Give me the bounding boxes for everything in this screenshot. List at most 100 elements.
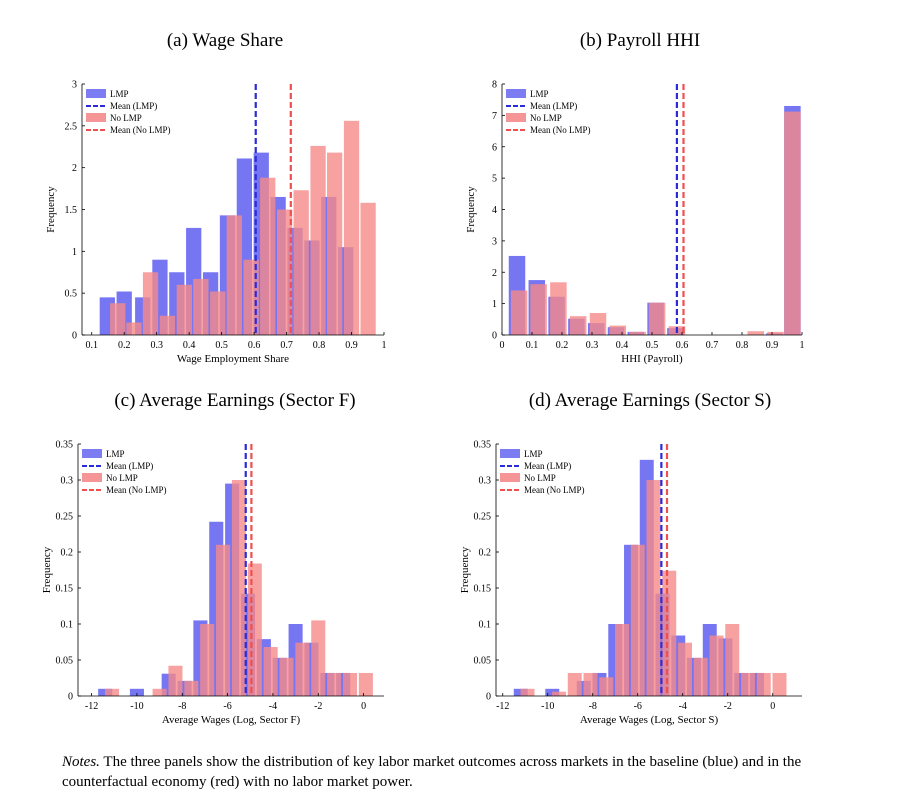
y-tick-label: 2.5 — [65, 121, 78, 132]
x-tick-label: 0 — [361, 701, 366, 712]
legend-swatch — [500, 473, 520, 482]
x-axis-label: Average Wages (Log, Sector F) — [162, 714, 301, 726]
bar-no-lmp — [550, 282, 567, 335]
bar-no-lmp — [260, 177, 276, 335]
x-tick-label: -12 — [85, 701, 98, 712]
y-tick-label: 0.15 — [56, 584, 74, 595]
bar-no-lmp — [360, 202, 376, 335]
y-tick-label: 0 — [492, 331, 497, 342]
x-tick-label: -10 — [130, 701, 143, 712]
bar-no-lmp — [310, 145, 326, 335]
y-tick-label: 0.2 — [479, 548, 492, 559]
legend-label: Mean (No LMP) — [110, 125, 171, 135]
y-tick-label: 1 — [492, 299, 497, 310]
bar-no-lmp — [646, 480, 661, 696]
x-tick-label: 0.3 — [586, 340, 599, 351]
x-tick-label: 0.5 — [646, 340, 659, 351]
x-tick-label: 0.4 — [183, 340, 196, 351]
legend-label: No LMP — [106, 473, 138, 483]
legend-label: LMP — [110, 89, 129, 99]
bar-no-lmp — [772, 672, 787, 696]
bar-no-lmp — [583, 672, 598, 696]
x-tick-label: 0.2 — [556, 340, 569, 351]
bar-no-lmp — [599, 677, 614, 696]
y-tick-label: 4 — [492, 205, 497, 216]
y-tick-label: 7 — [492, 111, 497, 122]
y-tick-label: 0.1 — [479, 620, 492, 631]
bar-lmp — [129, 688, 144, 696]
x-tick-label: 0.3 — [150, 340, 163, 351]
legend-label: Mean (LMP) — [530, 101, 577, 111]
y-tick-label: 3 — [492, 236, 497, 247]
y-tick-label: 0.3 — [61, 476, 74, 487]
x-tick-label: 0.7 — [706, 340, 719, 351]
legend-swatch — [86, 113, 106, 122]
x-tick-label: -4 — [269, 701, 277, 712]
y-axis-label: Frequency — [41, 546, 53, 593]
x-tick-label: 0.4 — [616, 340, 629, 351]
bar-no-lmp — [629, 331, 646, 335]
bar-no-lmp — [709, 635, 724, 696]
bar-no-lmp — [104, 688, 120, 696]
x-tick-label: 0.8 — [736, 340, 749, 351]
y-tick-label: 0 — [68, 692, 73, 703]
bar-no-lmp — [231, 480, 246, 696]
bar-no-lmp — [630, 544, 645, 696]
legend-swatch — [82, 473, 102, 482]
legend-label: No LMP — [530, 113, 562, 123]
x-tick-label: 1 — [382, 340, 387, 351]
y-tick-label: 0.15 — [474, 584, 492, 595]
bar-no-lmp — [293, 190, 309, 335]
bar-no-lmp — [263, 647, 278, 696]
legend-swatch — [82, 449, 102, 458]
bar-no-lmp — [152, 688, 167, 696]
bar-no-lmp — [184, 680, 199, 696]
legend-swatch — [506, 113, 526, 122]
bar-no-lmp — [589, 313, 607, 335]
legend-label: Mean (LMP) — [110, 101, 157, 111]
x-tick-label: 0.5 — [215, 340, 228, 351]
x-tick-label: -10 — [541, 701, 554, 712]
y-tick-label: 8 — [492, 80, 497, 91]
x-tick-label: 1 — [800, 340, 805, 351]
bar-no-lmp — [741, 672, 755, 696]
bar-no-lmp — [615, 624, 629, 696]
x-axis-label: Average Wages (Log, Sector S) — [580, 714, 719, 726]
y-axis-label: Frequency — [45, 186, 57, 233]
y-tick-label: 0 — [486, 692, 491, 703]
y-tick-label: 1 — [72, 247, 77, 258]
x-tick-label: 0.2 — [118, 340, 131, 351]
y-tick-label: 0.2 — [61, 548, 74, 559]
y-tick-label: 0.3 — [479, 476, 492, 487]
y-tick-label: 0.35 — [474, 440, 492, 451]
bar-no-lmp — [342, 672, 358, 696]
y-tick-label: 0.5 — [65, 289, 78, 300]
x-tick-label: 0.6 — [676, 340, 689, 351]
y-tick-label: 0.25 — [56, 512, 74, 523]
y-tick-label: 0.05 — [56, 656, 74, 667]
x-tick-label: -8 — [178, 701, 186, 712]
bar-no-lmp — [327, 152, 343, 335]
y-tick-label: 0.05 — [474, 656, 492, 667]
panel-b-title: (b) Payroll HHI — [579, 30, 701, 51]
bar-no-lmp — [279, 657, 294, 696]
x-tick-label: -4 — [679, 701, 687, 712]
bar-no-lmp — [327, 672, 342, 696]
x-tick-label: -6 — [634, 701, 642, 712]
y-tick-label: 3 — [72, 80, 77, 91]
bar-no-lmp — [609, 325, 627, 335]
bar-no-lmp — [216, 544, 231, 696]
y-axis-label: Frequency — [465, 186, 477, 233]
bar-no-lmp — [567, 672, 582, 696]
x-tick-label: 0.9 — [345, 340, 358, 351]
y-tick-label: 2 — [72, 163, 77, 174]
x-tick-label: -6 — [223, 701, 231, 712]
legend-label: Mean (No LMP) — [530, 125, 591, 135]
x-axis-label: Wage Employment Share — [177, 353, 289, 365]
legend-label: Mean (LMP) — [106, 461, 153, 471]
bar-no-lmp — [277, 209, 293, 335]
x-tick-label: -12 — [496, 701, 509, 712]
legend-label: Mean (LMP) — [524, 461, 571, 471]
